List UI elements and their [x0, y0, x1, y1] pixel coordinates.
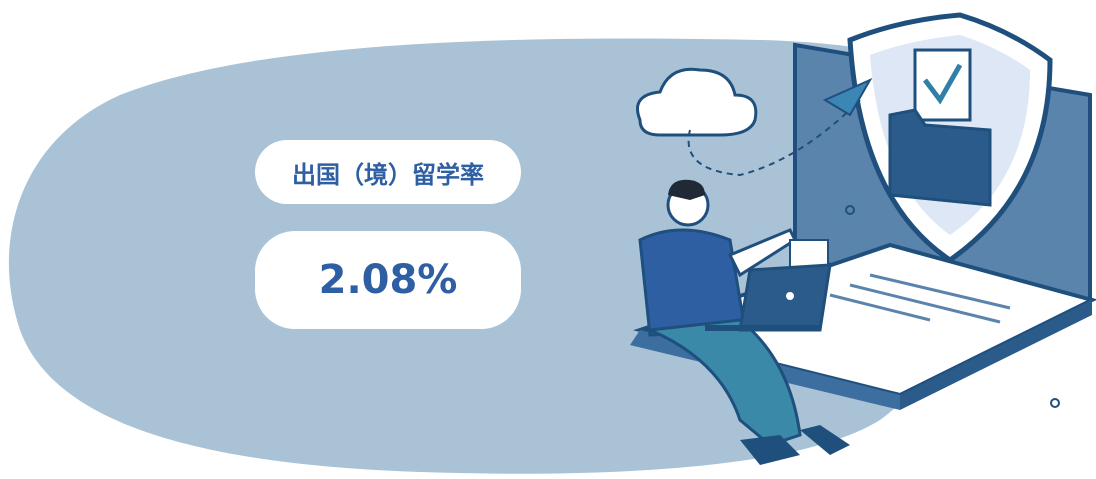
indicator-label: 出国（境）留学率 [292, 155, 484, 190]
background-illustration [0, 0, 1096, 479]
label-pill: 出国（境）留学率 [255, 140, 521, 204]
infographic: 出国（境）留学率 2.08% [0, 0, 1096, 479]
value-pill: 2.08% [255, 231, 521, 329]
decor-dot [1051, 399, 1059, 407]
indicator-value: 2.08% [319, 257, 458, 303]
